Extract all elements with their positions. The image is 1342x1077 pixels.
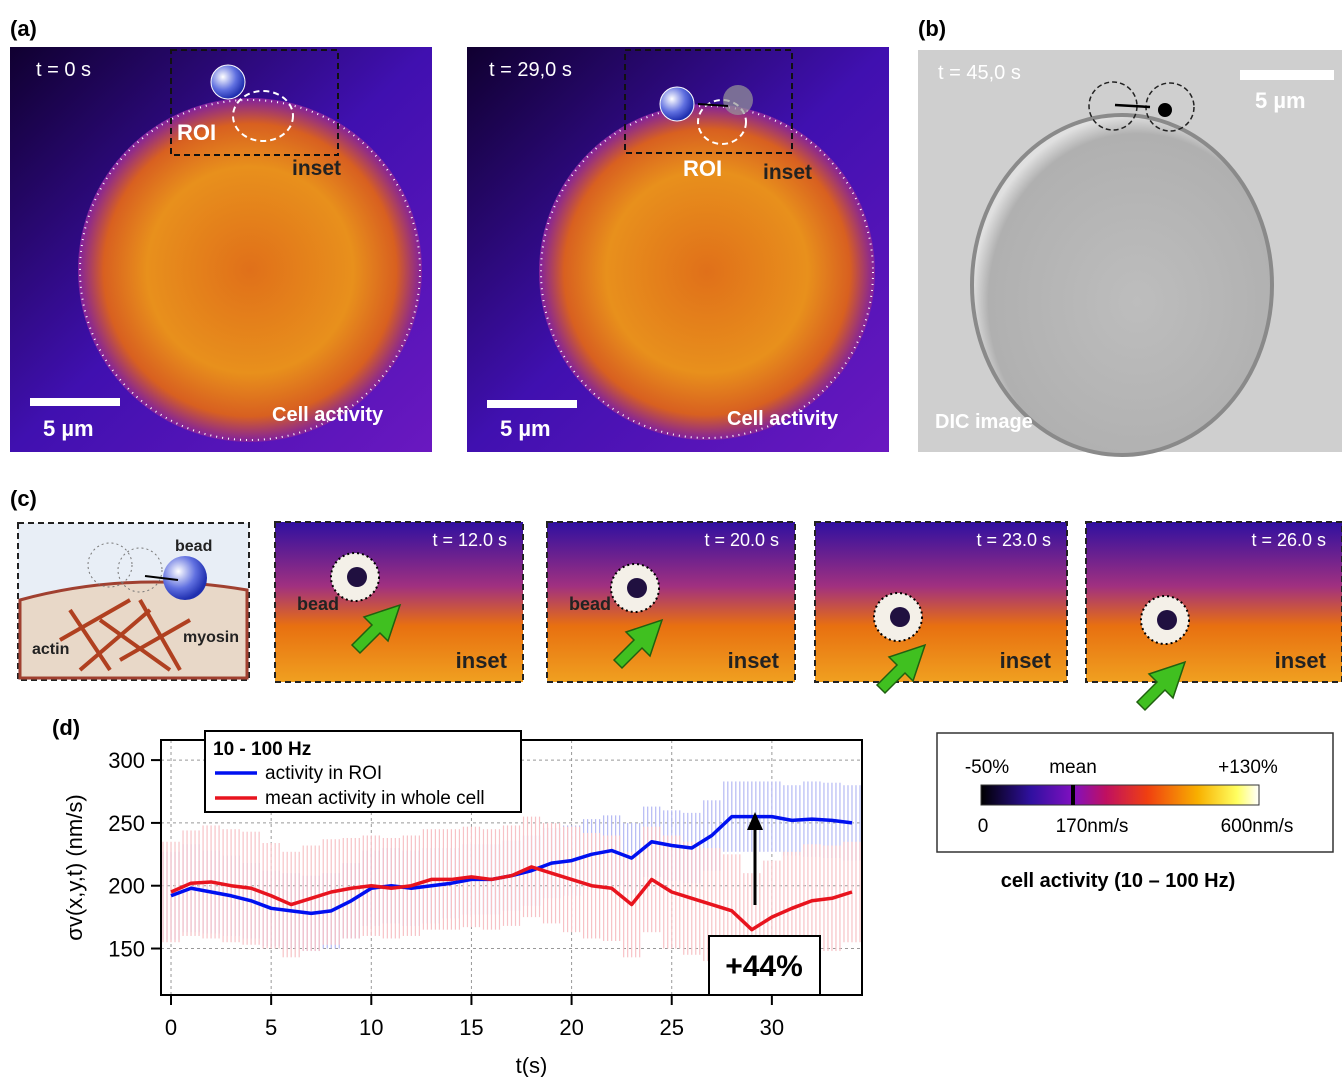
- inset-label: inset: [1275, 648, 1327, 673]
- panel-label: (c): [10, 486, 37, 511]
- y-tick-label: 250: [108, 811, 145, 836]
- caption: Cell activity: [727, 408, 839, 430]
- time-label: t = 0 s: [36, 59, 91, 81]
- x-tick-label: 30: [760, 1015, 784, 1040]
- time-label: t = 26.0 s: [1251, 530, 1326, 550]
- scale-label: 5 µm: [43, 416, 94, 441]
- colorbar-label: -50%: [965, 757, 1009, 778]
- bead-core: [1157, 610, 1177, 630]
- inset-image: t = 26.0 s inset: [1086, 522, 1342, 710]
- time-label: t = 12.0 s: [432, 530, 507, 550]
- time-label: t = 23.0 s: [976, 530, 1051, 550]
- annotation-arrowhead: [747, 812, 763, 830]
- inset-image: t = 20.0 s inset bead: [547, 522, 795, 682]
- x-tick-label: 10: [359, 1015, 383, 1040]
- x-axis-label: t(s): [516, 1053, 548, 1077]
- inset-label: inset: [728, 648, 780, 673]
- y-tick-label: 150: [108, 937, 145, 962]
- panel-label: (d): [52, 715, 80, 740]
- x-tick-label: 20: [559, 1015, 583, 1040]
- bead-core: [890, 607, 910, 627]
- colorbar-label: 170nm/s: [1056, 816, 1129, 837]
- schematic-label: actin: [32, 641, 69, 658]
- inset-label: inset: [292, 157, 341, 180]
- x-tick-label: 15: [459, 1015, 483, 1040]
- x-tick-label: 0: [165, 1015, 177, 1040]
- y-axis-label: σv(x,y,t) (nm/s): [62, 794, 87, 940]
- roi-label: ROI: [177, 120, 216, 145]
- legend: 10 - 100 Hz activity in ROI mean activity …: [205, 731, 521, 812]
- fluorescence-image: t = 0 s ROI inset 5 µm Cell activity: [10, 47, 432, 452]
- bead-label: bead: [569, 594, 611, 614]
- panel-label: (b): [918, 16, 946, 41]
- caption: DIC image: [935, 411, 1033, 433]
- inset-label: inset: [763, 161, 812, 184]
- panel-label: (a): [10, 16, 37, 41]
- inset-image: t = 12.0 s inset bead: [275, 522, 523, 682]
- figure: (a) (b) (c) (d) t = 0 s ROI inset 5 µm C…: [0, 0, 1342, 1077]
- colorbar-label: 600nm/s: [1221, 816, 1294, 837]
- y-tick-label: 300: [108, 748, 145, 773]
- colorbar-caption: cell activity (10 – 100 Hz): [1001, 870, 1236, 892]
- bead-core: [347, 567, 367, 587]
- colorbar-label: mean: [1049, 757, 1097, 778]
- inset-label: inset: [456, 648, 508, 673]
- schematic-label: bead: [175, 538, 212, 555]
- inset-image: t = 23.0 s inset: [815, 522, 1067, 693]
- scale-label: 5 µm: [500, 416, 551, 441]
- bead-core: [627, 578, 647, 598]
- legend-label: mean activity in whole cell: [265, 788, 485, 809]
- roi-label: ROI: [683, 156, 722, 181]
- colorbar: -50% mean +130% 0 170nm/s 600nm/s cell a…: [937, 733, 1333, 892]
- schematic-label: myosin: [183, 629, 239, 646]
- dic-image: t = 45,0 s 5 µm DIC image: [918, 50, 1342, 455]
- time-label: t = 20.0 s: [704, 530, 779, 550]
- fluorescence-image: t = 29,0 s ROI inset 5 µm Cell activity: [467, 47, 889, 452]
- legend-title: 10 - 100 Hz: [213, 739, 311, 760]
- time-label: t = 29,0 s: [489, 59, 572, 81]
- chart: 0 5 10 15 20 25 30 150 200 250 300 t(s) σv(x,y,t) (n…: [62, 731, 862, 1077]
- caption: Cell activity: [272, 404, 384, 426]
- colorbar-label: 0: [978, 816, 989, 837]
- legend-label: activity in ROI: [265, 763, 382, 784]
- y-tick-label: 200: [108, 874, 145, 899]
- time-label: t = 45,0 s: [938, 62, 1021, 84]
- colorbar-label: +130%: [1218, 757, 1278, 778]
- bead-label: bead: [297, 594, 339, 614]
- x-tick-label: 25: [659, 1015, 683, 1040]
- x-tick-label: 5: [265, 1015, 277, 1040]
- annotation: +44%: [725, 950, 803, 983]
- schematic: bead actin myosin: [18, 523, 249, 680]
- inset-label: inset: [1000, 648, 1052, 673]
- scale-label: 5 µm: [1255, 88, 1306, 113]
